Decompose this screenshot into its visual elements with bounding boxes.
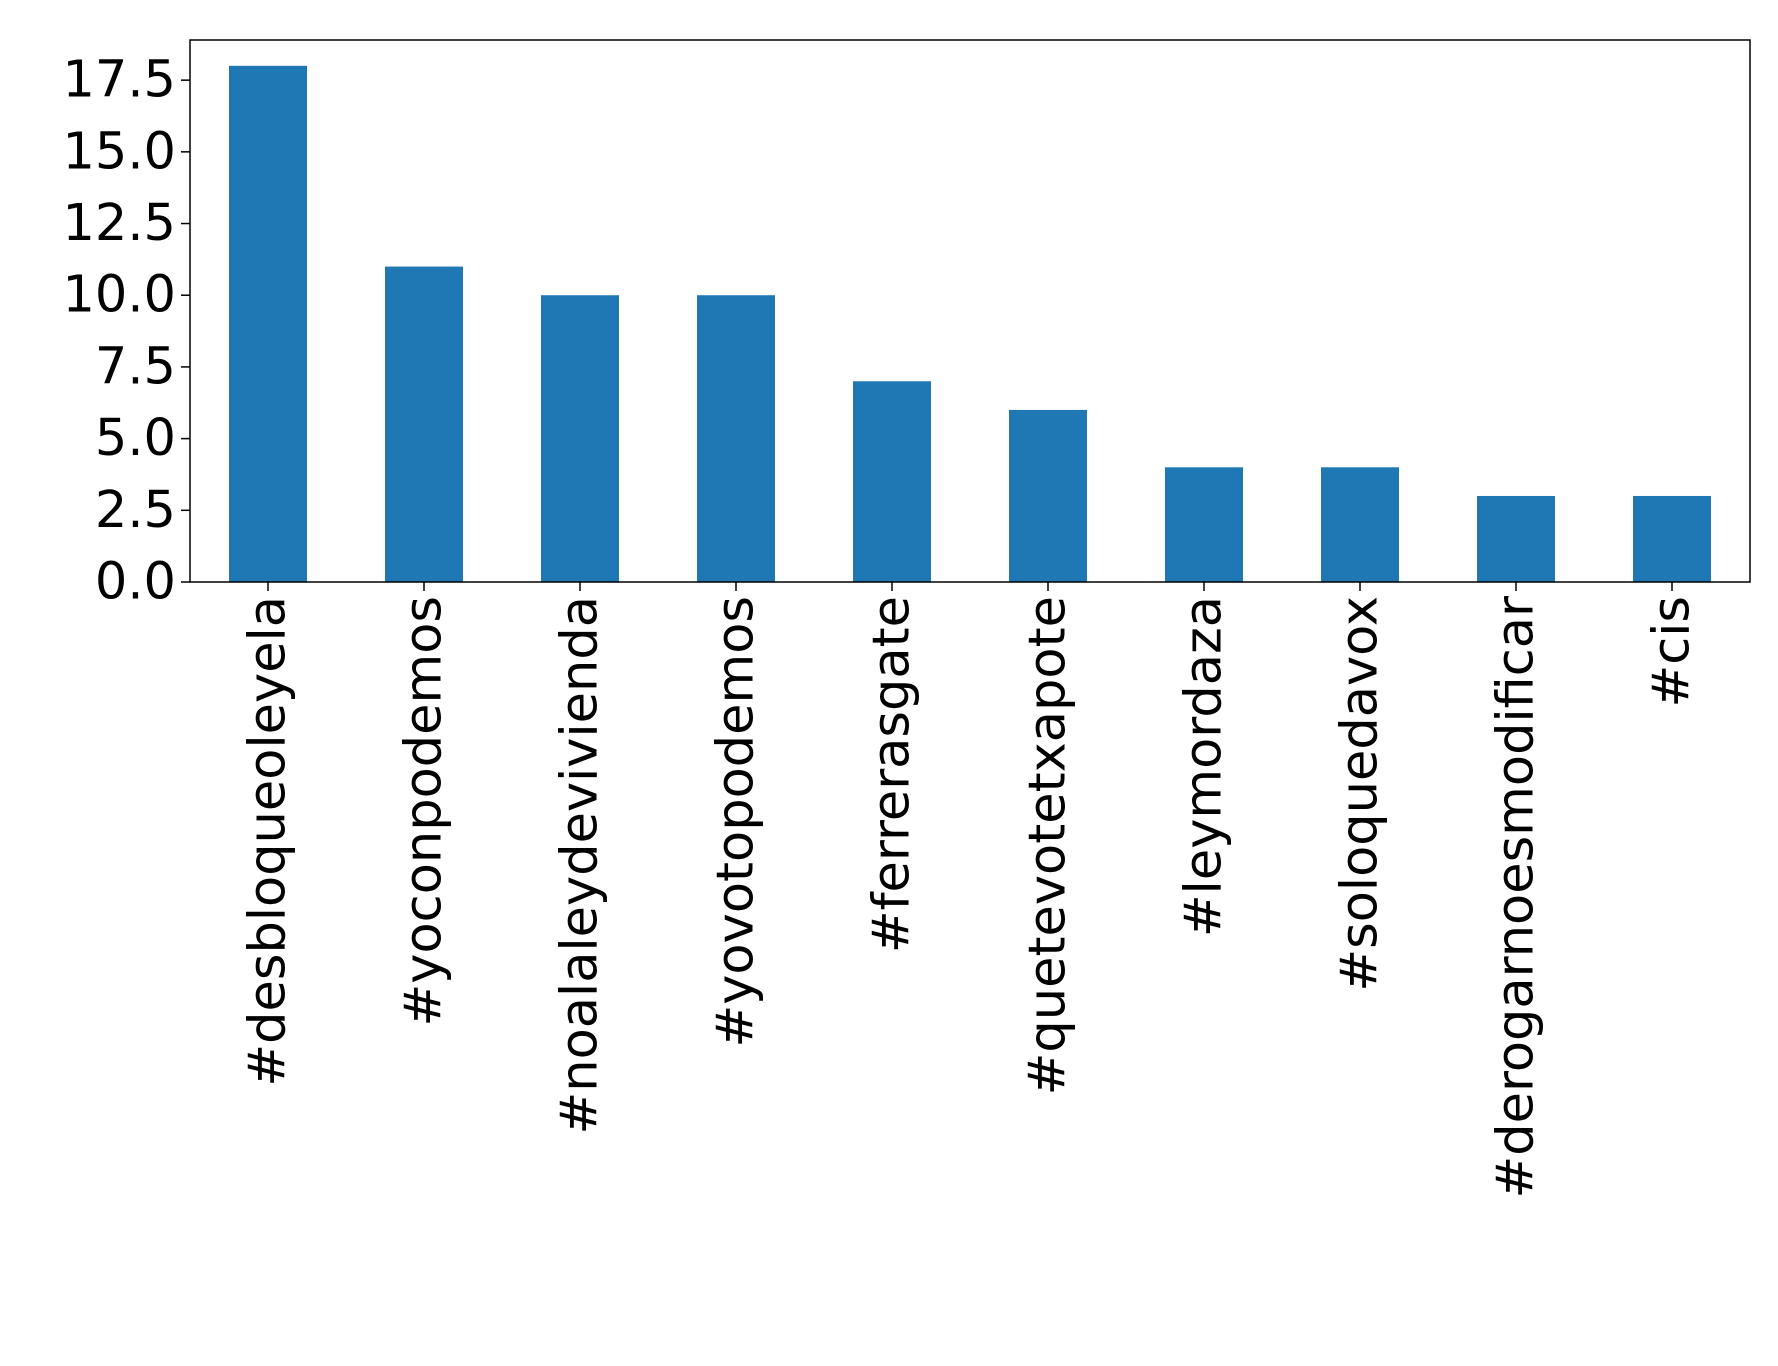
bar	[1165, 467, 1243, 582]
bar	[1477, 495, 1555, 582]
bar	[1633, 495, 1711, 582]
x-tick-label: #leymordaza	[1175, 596, 1234, 937]
x-tick-label: #derogarnoesmodificar	[1487, 596, 1546, 1199]
x-tick-label: #ferrerasgate	[863, 596, 922, 953]
bar	[1009, 409, 1087, 582]
y-tick-label: 17.5	[62, 51, 176, 110]
y-axis: 0.0 2.5 5.0 7.5 10.0 12.5 15.0 17.5	[62, 51, 190, 612]
x-tick-label: #soloquedavox	[1331, 596, 1390, 992]
x-tick-label: #quetevotetxapote	[1019, 596, 1078, 1095]
x-tick-label: #cis	[1643, 596, 1702, 708]
y-tick-label: 12.5	[62, 194, 176, 253]
bar	[385, 266, 463, 582]
plot-frame	[189, 39, 1751, 583]
x-tick-label: #desbloqueoleyela	[239, 596, 298, 1087]
y-tick-label: 10.0	[62, 266, 176, 325]
bar	[697, 295, 775, 582]
y-tick-label: 15.0	[62, 122, 176, 181]
bars	[229, 65, 1711, 583]
x-tick-label: #yovotopodemos	[707, 596, 766, 1047]
bar	[853, 381, 931, 582]
bar	[1321, 467, 1399, 582]
x-tick-label: #noalaleydevivienda	[551, 596, 610, 1134]
y-tick-label: 0.0	[95, 553, 176, 612]
y-tick-label: 7.5	[95, 337, 176, 396]
x-tick-label: #yoconpodemos	[395, 596, 454, 1026]
y-tick-label: 2.5	[95, 481, 176, 540]
bar	[541, 295, 619, 582]
bar	[229, 65, 307, 583]
y-tick-label: 5.0	[95, 409, 176, 468]
x-axis: #desbloqueoleyela #yoconpodemos #noalaleyd…	[239, 582, 1702, 1199]
